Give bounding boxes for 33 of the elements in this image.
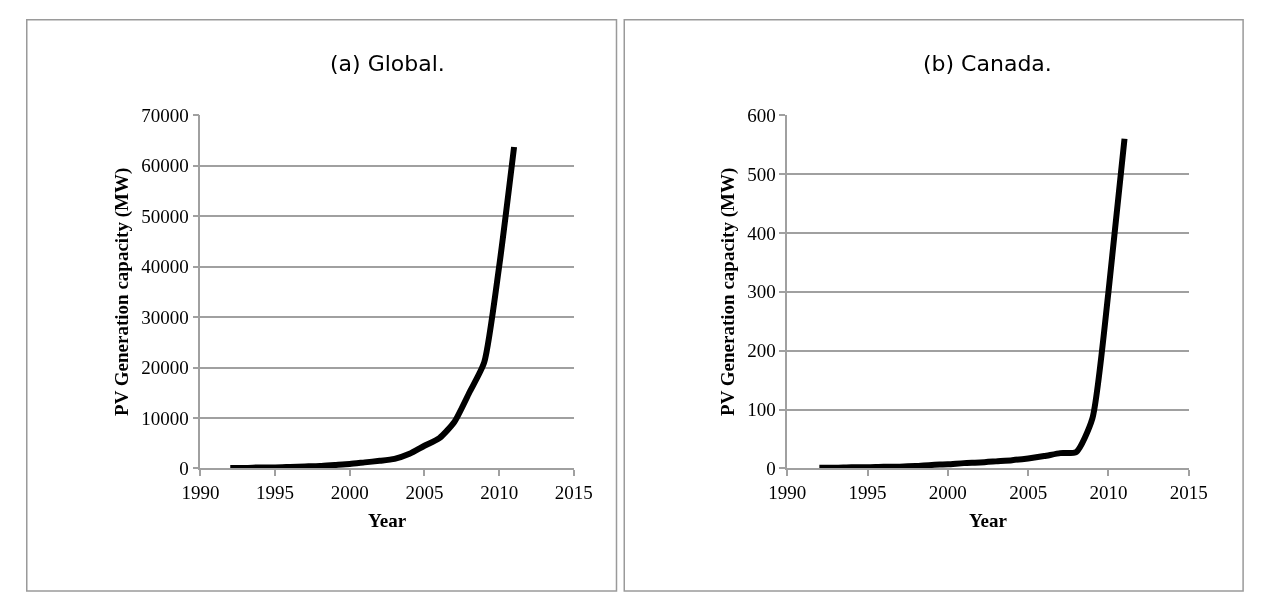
- y-tick-label: 10000: [141, 407, 189, 429]
- y-tick-label: 0: [766, 458, 776, 480]
- x-tick-label: 1995: [848, 481, 887, 503]
- y-axis-title: PV Generation capacity (MW): [110, 167, 133, 416]
- x-tick-label: 2000: [928, 481, 967, 503]
- chart-title: (a) Global.: [330, 51, 445, 76]
- x-tick-label: 2010: [480, 481, 519, 503]
- y-tick-label: 400: [747, 222, 776, 244]
- x-tick-label: 2015: [554, 481, 593, 503]
- y-tick-label: 0: [179, 458, 189, 480]
- x-tick-label: 2005: [405, 481, 444, 503]
- x-tick-label: 2015: [1169, 481, 1208, 503]
- x-tick-label: 2005: [1009, 481, 1048, 503]
- x-tick-label: 1995: [256, 481, 295, 503]
- y-tick-label: 100: [747, 399, 776, 421]
- x-tick-label: 2010: [1089, 481, 1128, 503]
- y-tick-label: 500: [747, 163, 776, 185]
- y-tick-label: 300: [747, 281, 776, 303]
- y-tick-label: 70000: [141, 104, 189, 126]
- y-tick-label: 30000: [141, 306, 189, 328]
- y-tick-label: 20000: [141, 357, 189, 379]
- y-axis-title: PV Generation capacity (MW): [716, 167, 739, 416]
- chart-title: (b) Canada.: [923, 51, 1052, 76]
- x-tick-label: 1990: [768, 481, 807, 503]
- y-tick-label: 50000: [141, 205, 189, 227]
- x-axis-title: Year: [969, 510, 1008, 532]
- x-tick-label: 2000: [330, 481, 369, 503]
- x-tick-label: 1990: [181, 481, 220, 503]
- y-tick-label: 40000: [141, 256, 189, 278]
- x-axis-title: Year: [368, 510, 407, 532]
- y-tick-label: 60000: [141, 155, 189, 177]
- y-tick-label: 600: [747, 104, 776, 126]
- y-tick-label: 200: [747, 340, 776, 362]
